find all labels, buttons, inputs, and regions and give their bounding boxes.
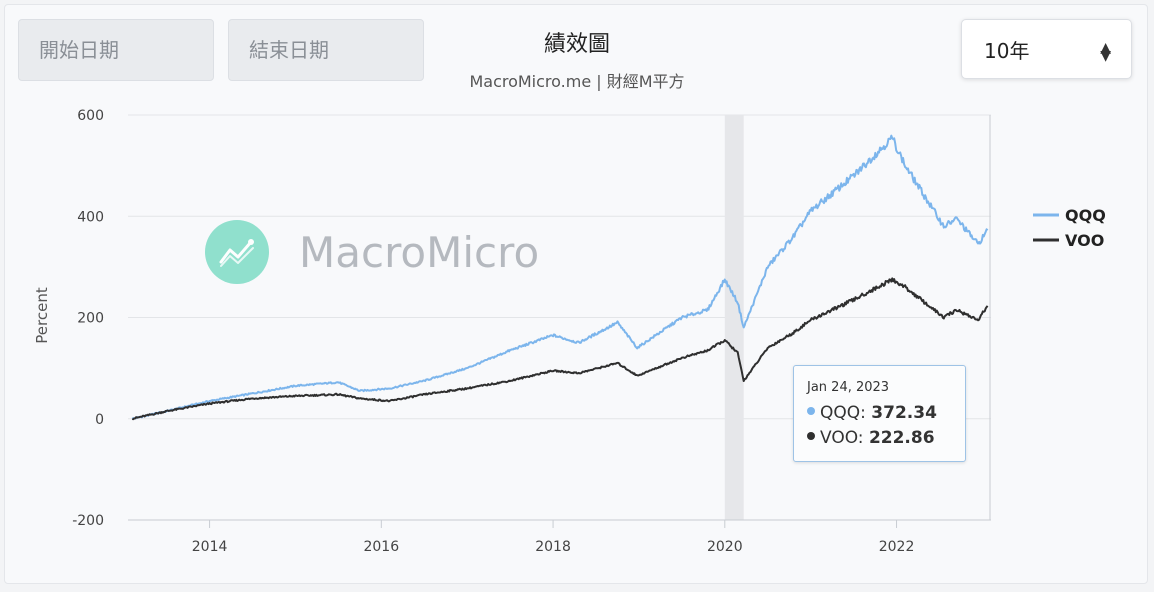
end-date-input[interactable] xyxy=(228,19,424,81)
series-line-voo xyxy=(131,277,989,421)
x-tick-label: 2022 xyxy=(879,539,915,555)
tooltip-row-qqq: QQQ: 372.34 xyxy=(807,401,965,426)
x-tick-label: 2018 xyxy=(535,539,571,555)
voo-dot-icon xyxy=(807,432,815,440)
sort-arrows-icon: ▲ ▼ xyxy=(1100,40,1111,64)
range-select-value: 10年 xyxy=(984,38,1030,63)
qqq-dot-icon xyxy=(807,407,815,415)
tooltip-voo-value: 222.86 xyxy=(868,428,935,448)
x-tick-label: 2020 xyxy=(707,539,743,555)
tooltip-qqq-name: QQQ xyxy=(820,403,861,423)
x-tick-label: 2014 xyxy=(192,539,228,555)
legend: QQQ VOO xyxy=(1033,206,1106,250)
axis-layer: -200 0 200 400 600 2014 2016 2018 2020 2022 Percen… xyxy=(33,108,991,555)
x-tick-label: 2016 xyxy=(363,539,399,555)
y-axis-label: Percent xyxy=(33,287,51,344)
y-tick-label: -200 xyxy=(72,513,104,529)
chart-subtitle: MacroMicro.me | 財經M平方 xyxy=(469,72,685,91)
legend-label-qqq: QQQ xyxy=(1065,206,1106,225)
y-tick-label: 0 xyxy=(95,412,104,428)
highlight-band xyxy=(724,115,744,520)
tooltip-row-voo: VOO: 222.86 xyxy=(807,426,965,451)
start-date-input[interactable] xyxy=(18,19,214,81)
y-tick-label: 600 xyxy=(77,108,104,124)
tooltip-voo-name: VOO xyxy=(820,428,858,448)
tooltip-date: Jan 24, 2023 xyxy=(807,380,890,395)
chart-title: 績效圖 xyxy=(543,32,610,57)
chart-card xyxy=(4,4,1148,584)
series-layer xyxy=(131,134,989,421)
tooltip-qqq-value: 372.34 xyxy=(871,403,937,423)
line-chart-icon xyxy=(205,220,269,284)
watermark-text: MacroMicro xyxy=(299,227,540,277)
tooltip: Jan 24, 2023 QQQ: 372.34 VOO: 222.86 xyxy=(793,365,966,462)
watermark: MacroMicro xyxy=(205,220,539,284)
highlight-band-layer xyxy=(724,115,744,520)
y-tick-label: 400 xyxy=(77,209,104,225)
y-tick-label: 200 xyxy=(77,311,104,327)
range-select[interactable]: 10年 ▲ ▼ xyxy=(961,19,1132,79)
series-line-qqq xyxy=(131,134,989,420)
legend-label-voo: VOO xyxy=(1065,231,1104,250)
